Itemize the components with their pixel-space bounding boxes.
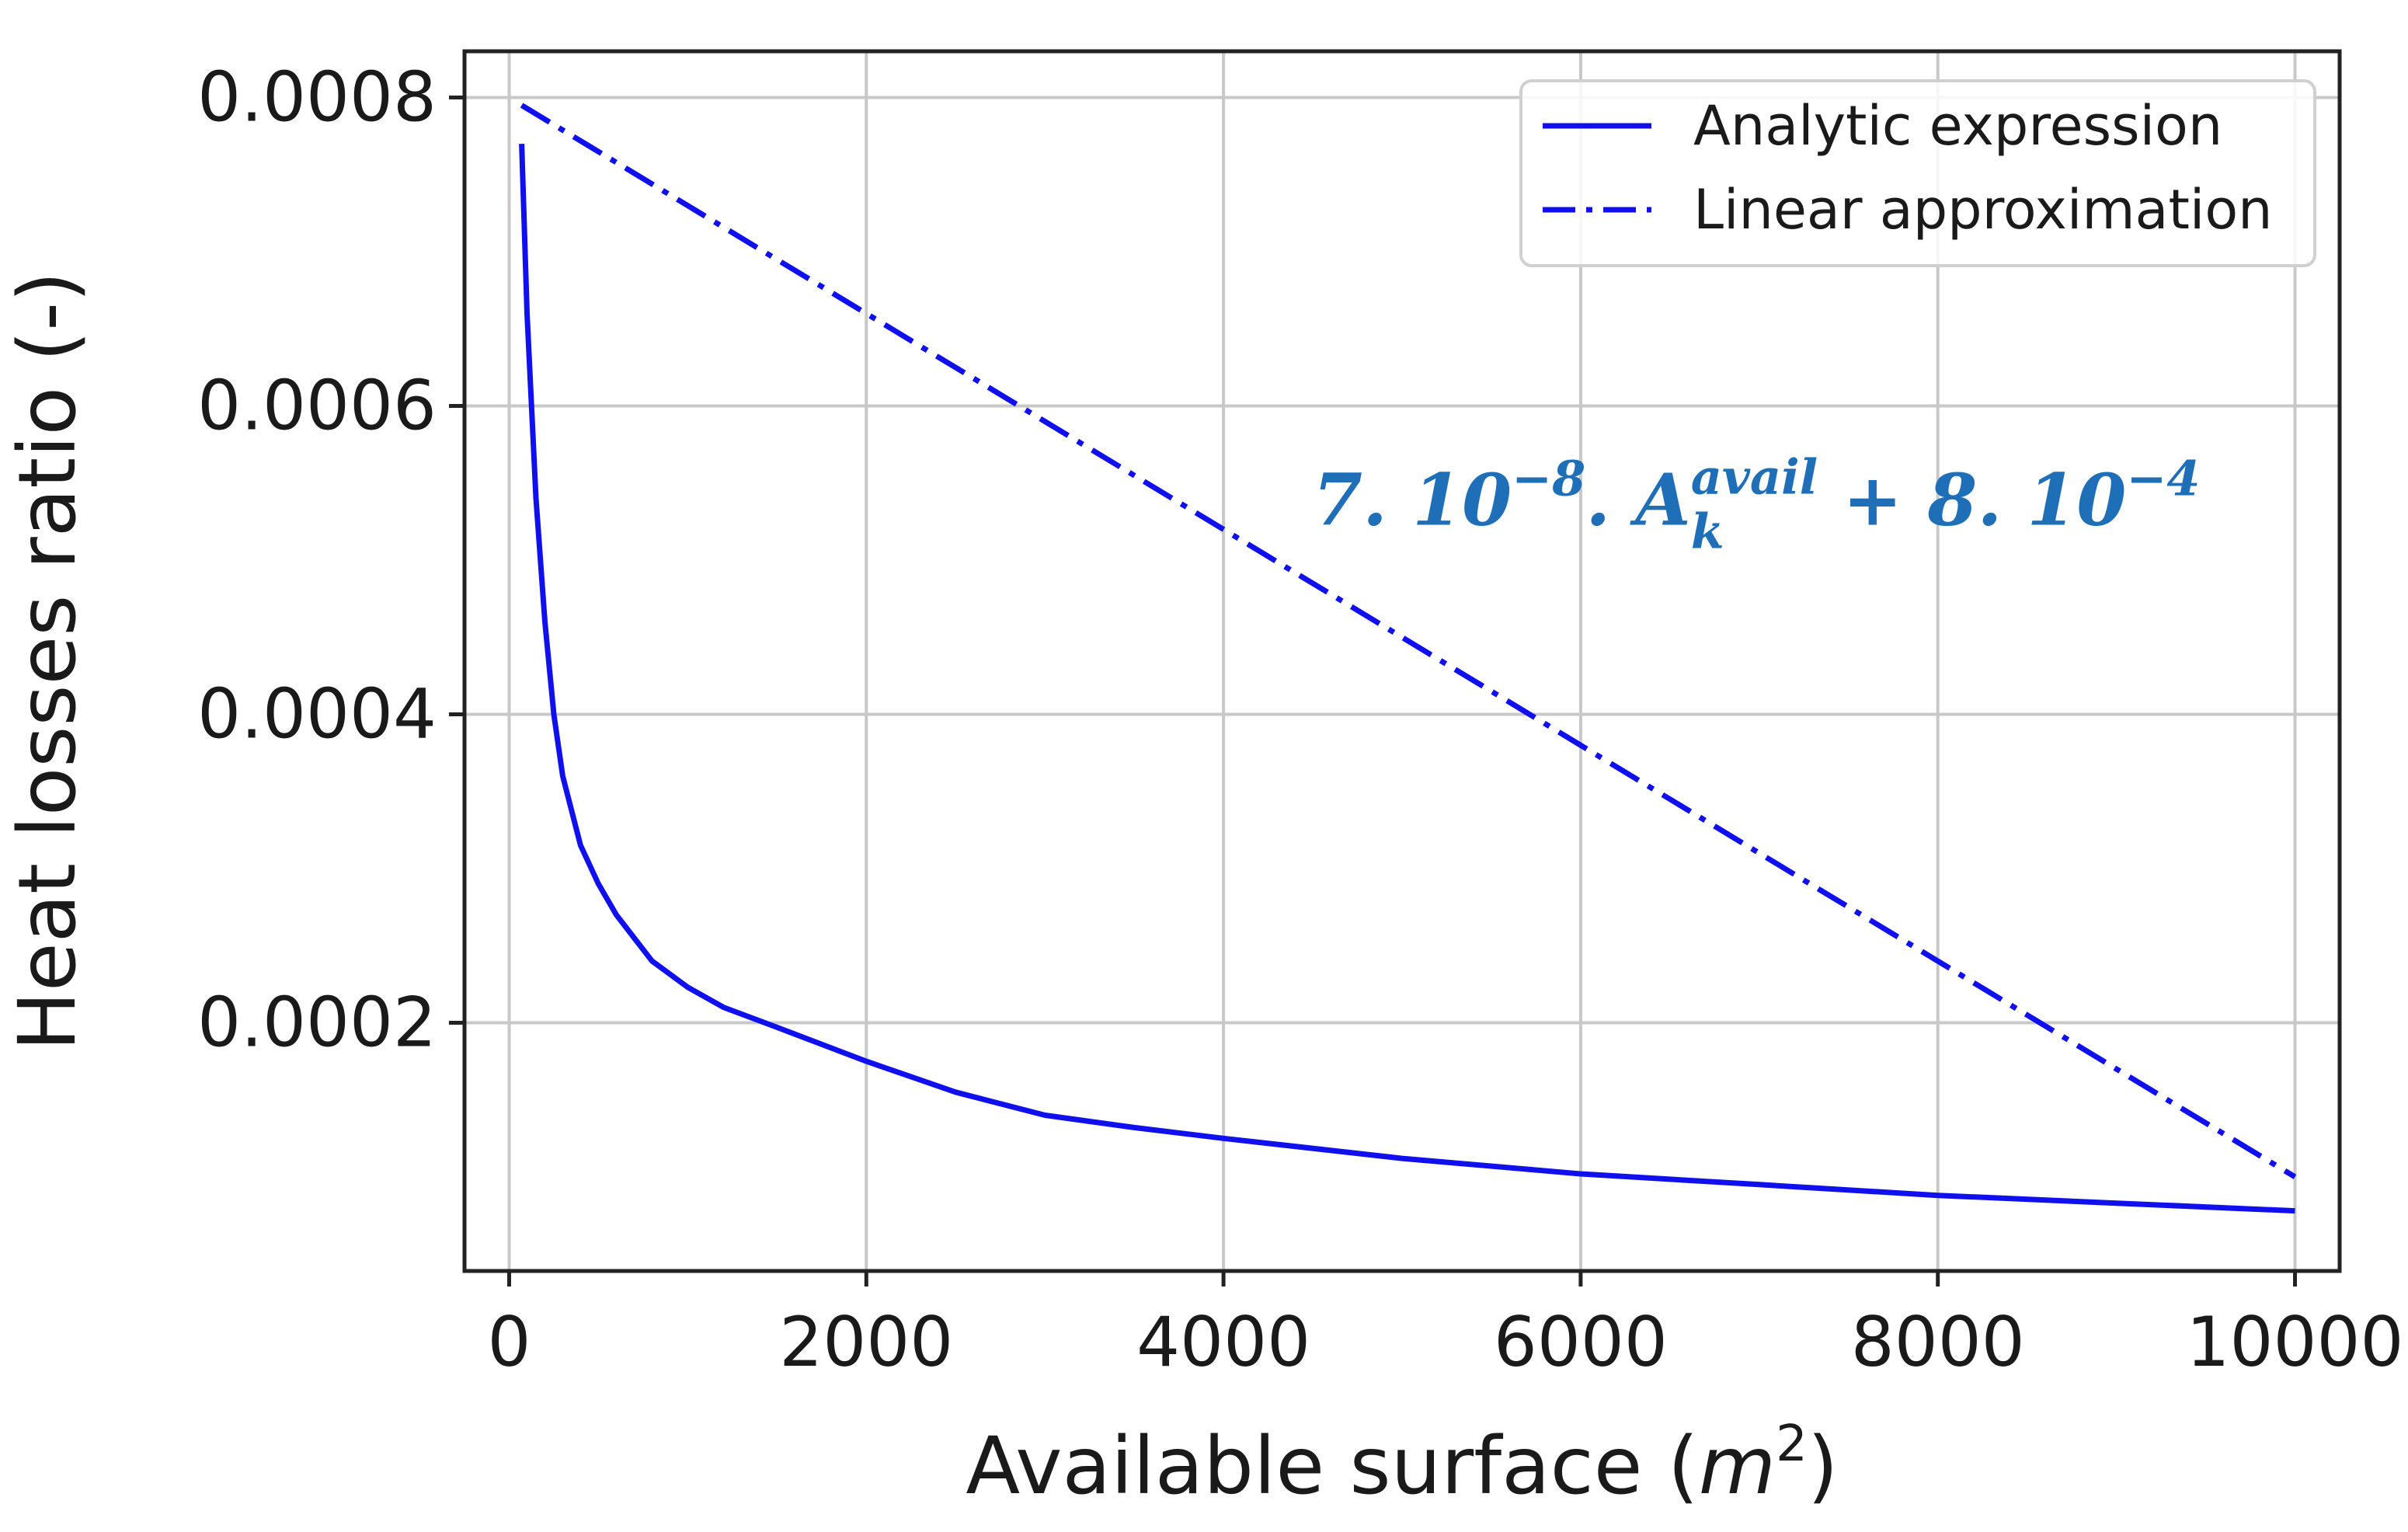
x-tick-label: 8000	[1851, 1302, 2025, 1382]
formula-plus: + 8. 10	[1818, 458, 2126, 541]
tick-labels: 0 2000 4000 6000 8000 10000 0.0002 0.0004 0.0006…	[197, 57, 2403, 1382]
x-tick-label: 10000	[2187, 1302, 2404, 1382]
formula-var: A	[1629, 458, 1690, 541]
plot-frame	[462, 49, 2342, 1273]
y-tick-label: 0.0004	[197, 674, 437, 754]
formula-coef: 7. 10	[1313, 458, 1512, 541]
series-lines	[519, 103, 2297, 1214]
formula-const-exp: −4	[2126, 450, 2200, 507]
axis-ticks	[449, 96, 2298, 1287]
formula-var-sup: avail	[1691, 448, 1818, 505]
y-tick-label: 0.0006	[197, 366, 437, 446]
x-axis-label-exp: 2	[1776, 1415, 1808, 1473]
legend: Analytic expression Linear approximation	[1519, 79, 2316, 267]
formula-var-sub: k	[1691, 503, 1724, 559]
legend-label-analytic: Analytic expression	[1693, 94, 2222, 158]
y-tick-label: 0.0002	[197, 982, 437, 1062]
x-tick-label: 4000	[1136, 1302, 1310, 1382]
x-axis-label: Available surface (m2)	[966, 1415, 1838, 1513]
y-axis-label: Heat losses ratio (-)	[2, 271, 94, 1051]
legend-label-linear: Linear approximation	[1693, 178, 2273, 242]
formula-dot: .	[1585, 458, 1635, 541]
y-tick-label: 0.0008	[197, 57, 437, 138]
series-analytic-line	[519, 143, 2295, 1214]
x-tick-label: 0	[487, 1302, 531, 1382]
x-tick-label: 6000	[1494, 1302, 1668, 1382]
formula-annotation: 7. 10−8. Aavail k + 8. 10−4	[1313, 448, 2200, 559]
x-axis-label-unit: m	[1699, 1420, 1776, 1513]
series-linear-line	[520, 103, 2297, 1179]
x-axis-label-main: Available surface (	[966, 1420, 1698, 1513]
legend-box	[1519, 79, 2316, 267]
formula-coef-exp: −8	[1512, 450, 1585, 507]
x-tick-label: 2000	[779, 1302, 953, 1382]
x-axis-label-close: )	[1808, 1420, 1839, 1513]
